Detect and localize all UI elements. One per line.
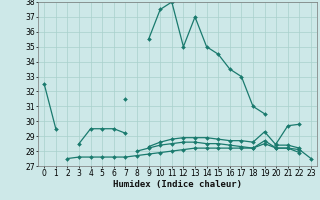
- X-axis label: Humidex (Indice chaleur): Humidex (Indice chaleur): [113, 180, 242, 189]
